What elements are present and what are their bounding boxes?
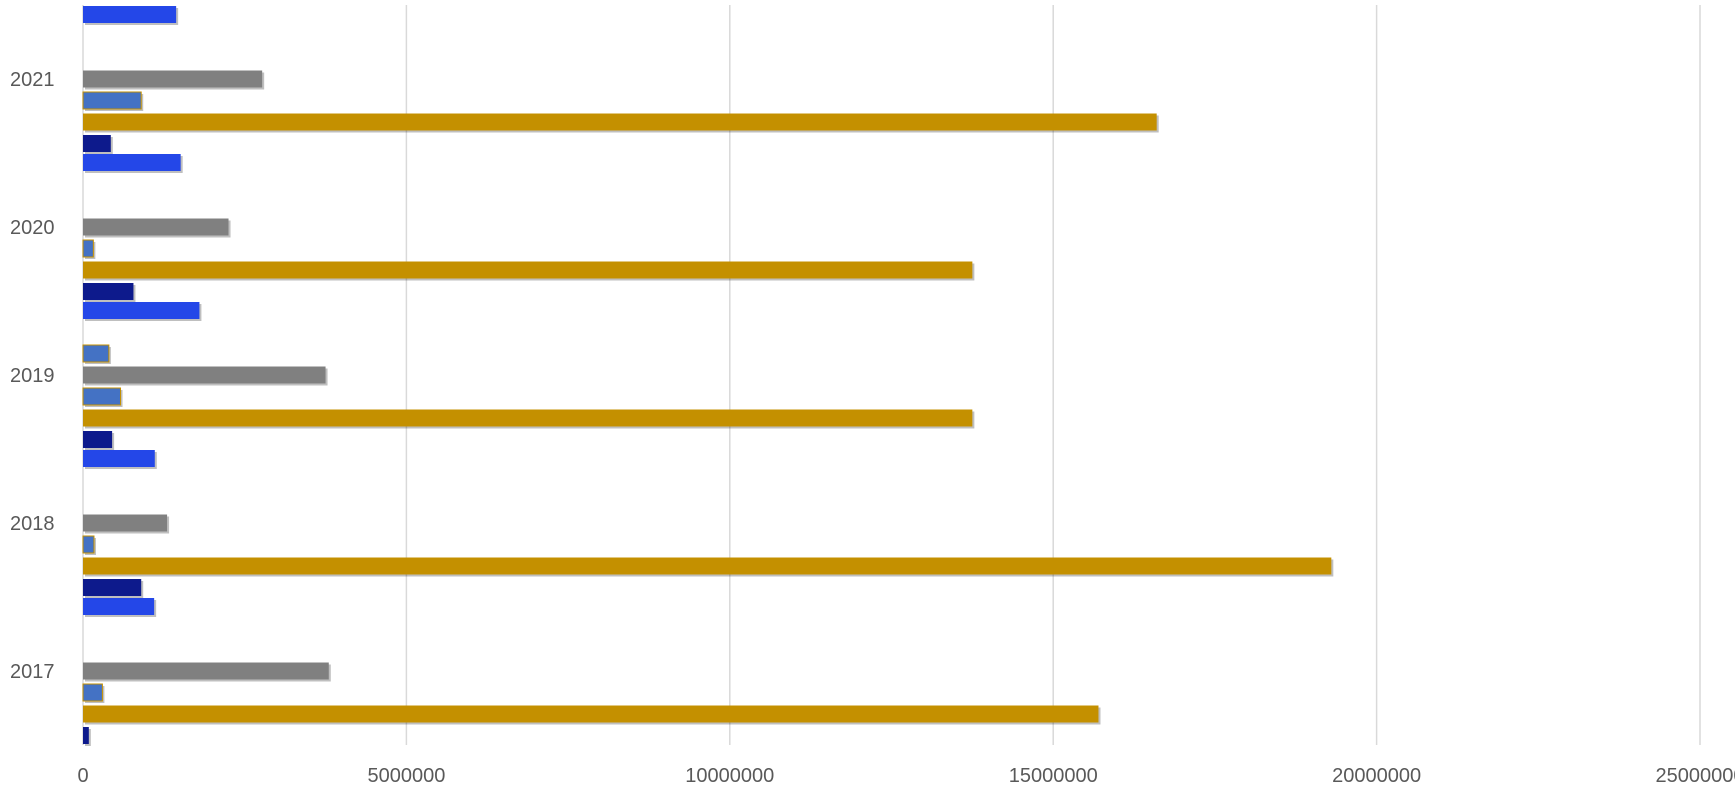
- bar: [83, 154, 181, 171]
- x-tick-label: 10000000: [685, 765, 774, 786]
- bar: [83, 6, 177, 23]
- y-tick-label: 2019: [10, 365, 55, 387]
- bar: [83, 579, 142, 596]
- bar: [83, 598, 155, 615]
- bar: [82, 91, 142, 110]
- bar: [83, 261, 973, 279]
- x-tick-labels: 0 5000000 10000000 15000000 20000000 25000000: [77, 765, 1735, 786]
- x-tick-label: 0: [77, 765, 88, 786]
- y-tick-label: 2021: [10, 69, 55, 91]
- x-tick-label: 25000000: [1656, 765, 1735, 786]
- x-tick-label: 15000000: [1009, 765, 1098, 786]
- x-tick-label: 5000000: [367, 765, 445, 786]
- bar: [83, 727, 89, 744]
- bar: [82, 683, 103, 702]
- y-tick-labels: 2017 2018 2019 2020 2021: [10, 69, 55, 683]
- y-tick-label: 2018: [10, 513, 55, 535]
- bar: [83, 514, 168, 532]
- bar: [82, 344, 110, 363]
- y-tick-label: 2020: [10, 217, 55, 239]
- bar: [83, 662, 329, 680]
- bar: [83, 113, 1157, 131]
- bars: [82, 6, 1334, 746]
- bar: [82, 535, 95, 554]
- bar: [83, 557, 1332, 575]
- bar: [83, 283, 134, 300]
- bar: [83, 70, 263, 88]
- bar: [83, 366, 326, 384]
- y-tick-label: 2017: [10, 661, 55, 683]
- bar: [83, 302, 200, 319]
- bar: [82, 387, 122, 406]
- bar: [82, 239, 94, 258]
- bar: [83, 450, 155, 467]
- bar: [83, 431, 113, 448]
- x-tick-label: 20000000: [1332, 765, 1421, 786]
- bar: [83, 705, 1099, 723]
- bar: [83, 135, 111, 152]
- bar: [83, 409, 973, 427]
- bar: [83, 218, 229, 236]
